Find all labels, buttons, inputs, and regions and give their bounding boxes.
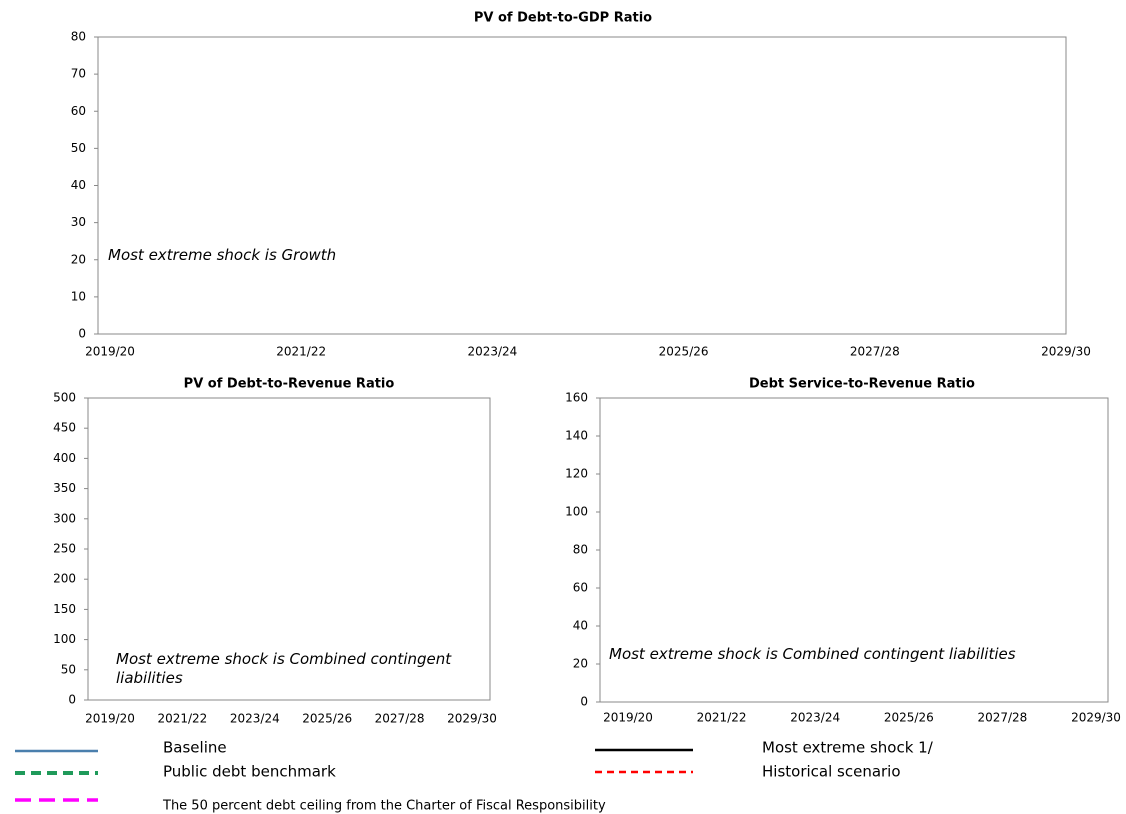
- y-tick-label: 250: [53, 542, 76, 556]
- y-tick-label: 50: [61, 662, 76, 676]
- y-tick-label: 100: [565, 505, 588, 519]
- y-tick-label: 20: [573, 657, 588, 671]
- x-tick-label: 2023/24: [790, 711, 840, 725]
- x-tick-label: 2021/22: [157, 712, 207, 726]
- y-tick-label: 80: [71, 30, 86, 44]
- x-tick-label: 2019/20: [85, 345, 135, 359]
- x-tick-label: 2023/24: [467, 345, 517, 359]
- y-tick-label: 400: [53, 451, 76, 465]
- chart-title: PV of Debt-to-Revenue Ratio: [184, 377, 395, 392]
- x-tick-label: 2027/28: [977, 711, 1027, 725]
- plot-area: [97, 36, 1067, 335]
- y-tick-label: 60: [71, 104, 86, 118]
- x-tick-label: 2027/28: [375, 712, 425, 726]
- x-tick-label: 2027/28: [850, 345, 900, 359]
- y-tick-label: 300: [53, 511, 76, 525]
- x-tick-label: 2019/20: [85, 712, 135, 726]
- y-tick-label: 160: [565, 391, 588, 405]
- y-tick-label: 50: [71, 141, 86, 155]
- y-tick-label: 450: [53, 421, 76, 435]
- legend-label: The 50 percent debt ceiling from the Cha…: [162, 799, 606, 814]
- y-tick-label: 140: [565, 429, 588, 443]
- y-tick-label: 0: [68, 693, 76, 707]
- x-tick-label: 2021/22: [697, 711, 747, 725]
- x-tick-label: 2025/26: [659, 345, 709, 359]
- y-tick-label: 120: [565, 467, 588, 481]
- legend-label: Most extreme shock 1/: [762, 739, 934, 757]
- chart-title: PV of Debt-to-GDP Ratio: [474, 11, 652, 26]
- y-tick-label: 0: [78, 327, 86, 341]
- y-tick-label: 0: [580, 695, 588, 709]
- x-tick-label: 2021/22: [276, 345, 326, 359]
- y-tick-label: 200: [53, 572, 76, 586]
- x-tick-label: 2025/26: [302, 712, 352, 726]
- y-tick-label: 350: [53, 481, 76, 495]
- y-tick-label: 100: [53, 632, 76, 646]
- y-tick-label: 10: [71, 289, 86, 303]
- y-tick-label: 80: [573, 543, 588, 557]
- x-tick-label: 2029/30: [447, 712, 497, 726]
- y-tick-label: 40: [573, 619, 588, 633]
- y-tick-label: 30: [71, 215, 86, 229]
- legend-label: Public debt benchmark: [163, 763, 336, 781]
- y-tick-label: 500: [53, 391, 76, 405]
- y-tick-label: 40: [71, 178, 86, 192]
- x-tick-label: 2025/26: [884, 711, 934, 725]
- annotation: Most extreme shock is Combined contingen…: [609, 645, 1016, 663]
- y-tick-label: 60: [573, 581, 588, 595]
- legend-label: Baseline: [163, 739, 227, 757]
- x-tick-label: 2029/30: [1071, 711, 1121, 725]
- x-tick-label: 2019/20: [603, 711, 653, 725]
- x-tick-label: 2029/30: [1041, 345, 1091, 359]
- chart-title: Debt Service-to-Revenue Ratio: [749, 377, 975, 392]
- x-tick-label: 2023/24: [230, 712, 280, 726]
- legend-label: Historical scenario: [762, 763, 901, 781]
- annotation: Most extreme shock is Combined contingen…: [116, 650, 452, 687]
- annotation: Most extreme shock is Growth: [108, 246, 337, 264]
- y-tick-label: 20: [71, 252, 86, 266]
- y-tick-label: 70: [71, 67, 86, 81]
- y-tick-label: 150: [53, 602, 76, 616]
